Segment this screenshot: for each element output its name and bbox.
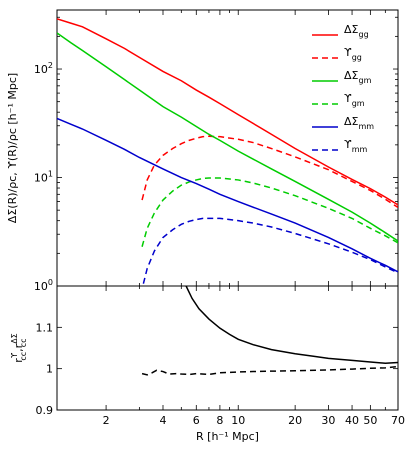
x-tick-label: 10: [231, 414, 245, 427]
top-y-tick-label: 102: [34, 61, 53, 76]
top-series-line-0: [57, 18, 398, 206]
x-tick-label: 6: [193, 414, 200, 427]
x-axis-title: R [h⁻¹ Mpc]: [196, 430, 259, 443]
bottom-y-tick-label: 1: [46, 363, 53, 376]
top-series-line-1: [141, 135, 398, 209]
legend-entry-4: ΔΣmm: [344, 115, 374, 131]
top-series-line-2: [57, 32, 398, 242]
legend-entry-2: ΔΣgm: [344, 69, 372, 85]
bottom-y-tick-label: 1.1: [36, 321, 54, 334]
top-y-axis-title: ΔΣ(R)/ρc, ϒ(R)/ρc [h⁻¹ Mpc]: [6, 73, 19, 223]
top-series-line-4: [57, 117, 398, 273]
bottom-plot-frame: [56, 285, 399, 411]
legend-entry-3: ϒgm: [344, 92, 365, 108]
x-tick-label: 50: [363, 414, 377, 427]
bottom-y-axis-title: rϒcc,rΔΣcc: [10, 333, 28, 362]
x-tick-label: 30: [321, 414, 335, 427]
bottom-y-tick-label: 0.9: [36, 404, 54, 417]
x-tick-label: 20: [288, 414, 302, 427]
x-tick-label: 40: [345, 414, 359, 427]
top-series-line-5: [142, 217, 398, 284]
bottom-series-line-1: [141, 365, 398, 376]
legend-entry-5: ϒmm: [344, 138, 367, 154]
legend-entry-0: ΔΣgg: [344, 23, 369, 39]
bottom-panel: 0.9 1 1.1 2 4 6 8 10 20 30 40 50 70 R [h⁻¹ Mpc] rϒcc,r…: [10, 285, 405, 443]
top-y-tick-label: 101: [34, 170, 53, 185]
top-panel: 100 101 102 ΔΣgg ϒgg ΔΣgm ϒgm ΔΣmm ϒmm ΔΣ(R)/ρc, …: [6, 9, 399, 293]
x-tick-label: 70: [391, 414, 405, 427]
x-tick-label: 2: [103, 414, 110, 427]
x-tick-label: 4: [159, 414, 166, 427]
bottom-series-line-0: [185, 286, 398, 365]
x-tick-label: 8: [216, 414, 223, 427]
top-series-line-3: [141, 177, 398, 247]
legend-entry-1: ϒgg: [344, 46, 362, 62]
top-y-tick-label: 100: [34, 278, 53, 293]
